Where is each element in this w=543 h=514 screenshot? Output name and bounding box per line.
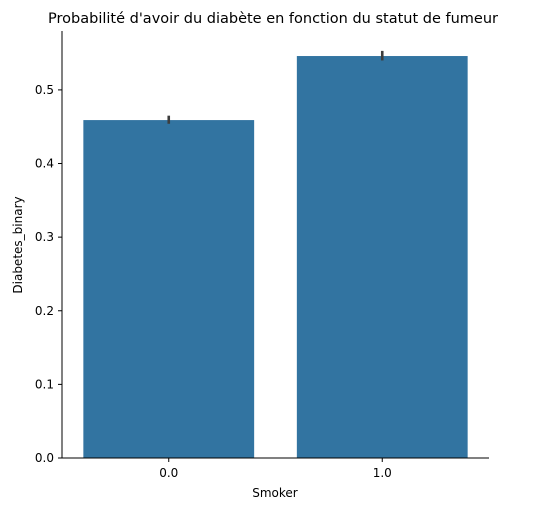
bars-group xyxy=(83,56,468,459)
error-bars-group xyxy=(167,50,384,124)
y-axis-label: Diabetes_binary xyxy=(11,196,25,293)
y-tick-label-0.1: 0.1 xyxy=(35,377,54,391)
bar-1.0 xyxy=(296,56,468,458)
y-tick-label-0.0: 0.0 xyxy=(35,451,54,465)
chart-title: Probabilité d'avoir du diabète en foncti… xyxy=(48,11,498,27)
y-tick-label-0.4: 0.4 xyxy=(35,157,54,171)
x-ticks-group: 0.0 1.0 xyxy=(159,458,392,480)
y-tick-label-0.5: 0.5 xyxy=(35,83,54,97)
y-ticks-group: 0.0 0.1 0.2 0.3 0.4 0.5 xyxy=(35,83,62,465)
bar-0.0 xyxy=(83,120,255,459)
x-tick-label-0.0: 0.0 xyxy=(159,466,178,480)
y-tick-label-0.3: 0.3 xyxy=(35,230,54,244)
x-tick-label-1.0: 1.0 xyxy=(373,466,392,480)
x-axis-label: Smoker xyxy=(252,486,298,500)
axes-group xyxy=(61,31,489,459)
y-tick-label-0.2: 0.2 xyxy=(35,304,54,318)
